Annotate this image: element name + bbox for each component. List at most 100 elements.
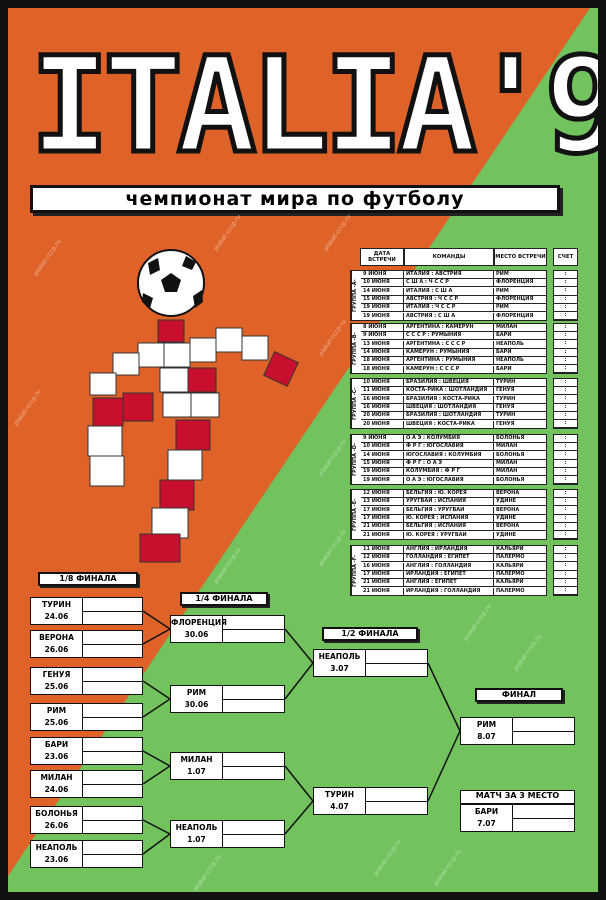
score-field[interactable]: : (554, 571, 577, 579)
score-field[interactable]: : (554, 515, 577, 523)
score-field[interactable]: : (554, 412, 577, 420)
score-field[interactable] (223, 616, 284, 630)
match-row: 9 ИЮНЯ О А Э : КОЛУМБИЯ БОЛОНЬЯ (361, 435, 546, 444)
match-row: 11 ИЮНЯ КОСТА-РИКА : ШОТЛАНДИЯ ГЕНУЯ (361, 387, 546, 396)
score-field[interactable]: : (554, 340, 577, 349)
score-field[interactable]: : (554, 460, 577, 468)
score-field[interactable] (223, 767, 284, 780)
match-row: 10 ИЮНЯ Ф Р Г : ЮГОСЛАВИЯ МИЛАН (361, 443, 546, 452)
score-field[interactable] (366, 788, 427, 802)
score-field[interactable]: : (554, 332, 577, 341)
match-row: 19 ИЮНЯ КОЛУМБИЯ : Ф Р Г МИЛАН (361, 468, 546, 477)
score-field[interactable]: : (554, 404, 577, 412)
score-field[interactable]: : (554, 324, 577, 333)
match-box: РИМ 25.06 (30, 703, 143, 731)
match-box: БОЛОНЬЯ 26.06 (30, 806, 143, 834)
score-field[interactable] (223, 835, 284, 848)
score-field[interactable] (83, 821, 142, 834)
score-field[interactable]: : (554, 435, 577, 444)
score-field[interactable] (83, 771, 142, 785)
match-box: ВЕРОНА 26.06 (30, 630, 143, 658)
score-field[interactable]: : (554, 451, 577, 460)
score-field[interactable]: : (554, 579, 577, 587)
score-field[interactable]: : (554, 468, 577, 476)
score-field[interactable]: : (554, 279, 577, 288)
score-field[interactable] (513, 805, 574, 819)
date: 26.06 (44, 645, 69, 654)
match-teams: ИТАЛИЯ : С Ш А (404, 287, 494, 295)
score-field[interactable] (366, 664, 427, 677)
score-field[interactable] (513, 819, 574, 832)
score-field[interactable]: : (554, 523, 577, 531)
score-field[interactable] (223, 686, 284, 700)
venue: ТУРИН (42, 600, 71, 609)
score-field[interactable]: : (554, 562, 577, 571)
date: 26.06 (44, 821, 69, 830)
match-date: 21 ИЮНЯ (361, 523, 404, 531)
venue: МИЛАН (180, 755, 213, 764)
score-field[interactable]: : (554, 531, 577, 540)
score-field[interactable] (83, 645, 142, 658)
score-field[interactable] (83, 785, 142, 798)
score-field[interactable] (83, 598, 142, 612)
match-box: БАРИ 7.07 (460, 804, 575, 832)
score-field[interactable] (83, 752, 142, 765)
match-date: 12 ИЮНЯ (361, 490, 404, 498)
score-field[interactable] (83, 612, 142, 625)
score-field[interactable]: : (554, 554, 577, 563)
connector-line (142, 680, 171, 700)
score-field[interactable] (83, 718, 142, 731)
score-field[interactable] (83, 631, 142, 645)
score-field[interactable]: : (554, 490, 577, 499)
connector-line (284, 800, 314, 835)
score-field[interactable]: : (554, 296, 577, 304)
score-field[interactable] (83, 738, 142, 752)
date: 7.07 (477, 819, 496, 828)
match-venue: БАРИ (496, 332, 512, 339)
score-field[interactable] (513, 732, 574, 745)
score-field[interactable] (223, 821, 284, 835)
score-field[interactable]: : (554, 387, 577, 396)
match-date: 19 ИЮНЯ (361, 312, 404, 320)
match-venue: УДИНЕ (496, 498, 517, 505)
score-field[interactable] (83, 807, 142, 821)
score-field[interactable]: : (554, 357, 577, 365)
match-venue: БАРИ (496, 348, 512, 355)
score-field[interactable]: : (554, 304, 577, 312)
venue: МИЛАН (40, 773, 73, 782)
score-field[interactable]: : (554, 287, 577, 296)
match-date: 9 ИЮНЯ (361, 332, 404, 340)
score-field[interactable]: : (554, 271, 577, 280)
score-column: :::::: (553, 270, 578, 321)
score-field[interactable] (83, 682, 142, 695)
score-field[interactable] (83, 841, 142, 855)
score-field[interactable]: : (554, 546, 577, 555)
score-field[interactable]: : (554, 365, 577, 374)
score-field[interactable] (366, 650, 427, 664)
match-date: 16 ИЮНЯ (361, 395, 404, 403)
date: 3.07 (330, 664, 349, 673)
score-field[interactable]: : (554, 349, 577, 357)
score-field[interactable] (83, 855, 142, 868)
match-row: 19 ИЮНЯ О А Э : ЮГОСЛАВИЯ БОЛОНЬЯ (361, 476, 546, 485)
round-label: 1/4 ФИНАЛА (180, 592, 268, 606)
score-field[interactable] (83, 704, 142, 718)
score-field[interactable] (513, 718, 574, 732)
score-field[interactable]: : (554, 587, 577, 596)
score-field[interactable] (223, 630, 284, 643)
score-field[interactable] (366, 802, 427, 815)
score-field[interactable]: : (554, 312, 577, 321)
match-row: 20 ИЮНЯ ШВЕЦИЯ : КОСТА-РИКА ГЕНУЯ (361, 420, 546, 429)
score-field[interactable]: : (554, 395, 577, 404)
score-field[interactable]: : (554, 420, 577, 429)
score-field[interactable]: : (554, 379, 577, 388)
score-field[interactable] (223, 700, 284, 713)
score-field[interactable]: : (554, 476, 577, 485)
match-box: МИЛАН 1.07 (170, 752, 285, 780)
score-field[interactable]: : (554, 506, 577, 515)
score-field[interactable]: : (554, 443, 577, 452)
score-field[interactable] (223, 753, 284, 767)
score-field[interactable]: : (554, 498, 577, 507)
round-label: 1/8 ФИНАЛА (38, 572, 138, 586)
score-field[interactable] (83, 668, 142, 682)
